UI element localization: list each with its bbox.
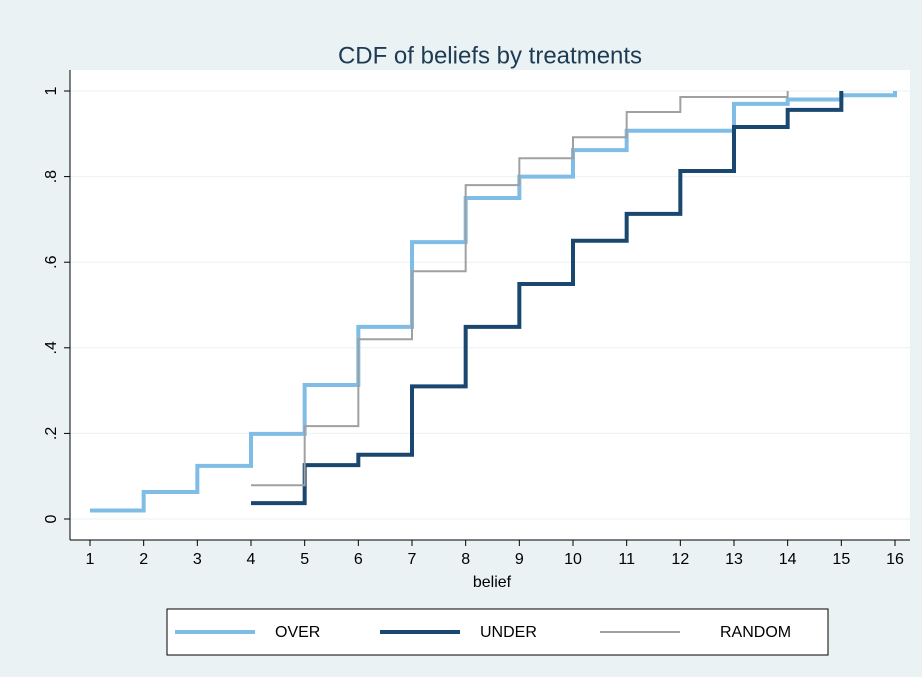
x-tick-label: 7	[408, 551, 417, 568]
chart-title: CDF of beliefs by treatments	[338, 42, 642, 69]
x-tick-label: 15	[832, 551, 850, 568]
x-tick-label: 1	[86, 551, 95, 568]
legend-label: RANDOM	[720, 624, 791, 641]
y-tick-label: 0	[43, 514, 60, 523]
x-tick-label: 8	[461, 551, 470, 568]
x-tick-label: 13	[725, 551, 743, 568]
x-tick-label: 11	[618, 551, 635, 568]
x-tick-label: 3	[193, 551, 202, 568]
legend-label: UNDER	[480, 624, 537, 641]
cdf-line	[251, 91, 844, 506]
x-tick-label: 10	[564, 551, 582, 568]
x-tick-label: 14	[779, 551, 797, 568]
x-tick-label: 2	[139, 551, 148, 568]
y-tick-label: .4	[43, 341, 60, 354]
plot-area	[70, 70, 910, 540]
y-tick-label: .6	[43, 255, 60, 268]
y-tick-label: 1	[43, 86, 60, 95]
x-tick-label: 6	[354, 551, 363, 568]
x-tick-label: 12	[671, 551, 689, 568]
x-axis-title: belief	[473, 574, 512, 591]
x-tick-label: 16	[886, 551, 904, 568]
y-tick-label: .8	[43, 170, 60, 183]
y-tick-label: .2	[43, 427, 60, 440]
legend	[166, 608, 829, 656]
x-tick-label: 5	[300, 551, 309, 568]
legend-label: OVER	[275, 624, 320, 641]
cdf-line	[251, 91, 789, 487]
x-tick-label: 4	[247, 551, 256, 568]
x-tick-label: 9	[515, 551, 524, 568]
